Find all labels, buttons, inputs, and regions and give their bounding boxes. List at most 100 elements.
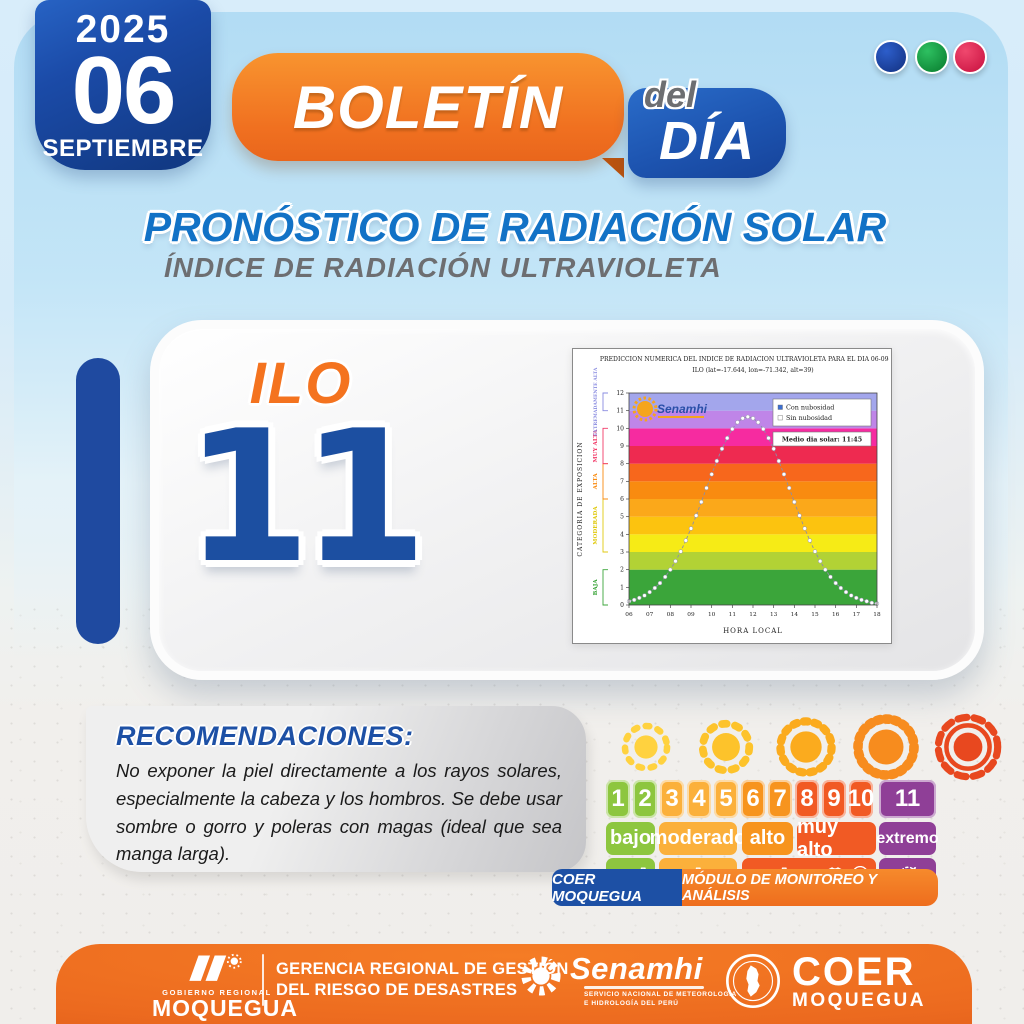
- uv-number-chip: 2: [633, 780, 657, 818]
- uv-level-label: moderado: [650, 822, 746, 855]
- station-name: ILO: [249, 351, 353, 416]
- svg-text:9: 9: [620, 443, 624, 450]
- svg-text:2: 2: [620, 567, 624, 574]
- svg-text:MODERADA: MODERADA: [593, 506, 599, 545]
- svg-text:4: 4: [620, 531, 624, 538]
- svg-text:7: 7: [620, 478, 624, 485]
- svg-text:08: 08: [667, 612, 675, 618]
- svg-text:18: 18: [873, 612, 881, 618]
- svg-text:MUY ALTA: MUY ALTA: [593, 429, 599, 463]
- uv-number-chip: 8: [795, 780, 819, 818]
- svg-text:PREDICCION NUMERICA DEL INDICE: PREDICCION NUMERICA DEL INDICE DE RADIAC…: [600, 356, 889, 363]
- svg-text:Medio dia solar: 11:45: Medio dia solar: 11:45: [782, 436, 862, 444]
- accent-bar: [76, 358, 120, 644]
- footer-bar: GOBIERNO REGIONAL MOQUEGUA GERENCIA REGI…: [56, 944, 972, 1024]
- boletin-title: BOLETÍN: [292, 73, 564, 141]
- decor-dot-green-icon: [915, 40, 949, 74]
- uv-number-chip: 7: [768, 780, 792, 818]
- senamhi-name-label: Senamhi: [570, 951, 703, 986]
- svg-text:07: 07: [646, 612, 654, 618]
- page-title: PRONÓSTICO DE RADIACIÓN SOLAR: [143, 204, 887, 250]
- svg-text:ALTA: ALTA: [593, 473, 599, 491]
- svg-text:11: 11: [729, 612, 736, 618]
- svg-text:10: 10: [616, 425, 624, 432]
- senamhi-sub-label: SERVICIO NACIONAL DE METEOROLOGÍA E HIDR…: [584, 991, 737, 1009]
- svg-text:06: 06: [625, 612, 633, 618]
- uv-index-value: 11: [184, 391, 427, 603]
- svg-text:8: 8: [620, 461, 624, 468]
- svg-text:13: 13: [770, 612, 778, 618]
- recommendations-body: No exponer la piel directamente a los ra…: [116, 760, 562, 865]
- senamhi-sub-line2: E HIDROLOGÍA DEL PERÚ: [584, 999, 679, 1007]
- svg-text:BAJA: BAJA: [593, 579, 599, 596]
- svg-text:1: 1: [620, 584, 624, 591]
- date-month: SEPTIEMBRE: [42, 134, 204, 162]
- page-subtitle: ÍNDICE DE RADIACIÓN ULTRAVIOLETA: [164, 252, 722, 283]
- svg-text:14: 14: [791, 612, 799, 618]
- svg-text:0: 0: [620, 602, 624, 609]
- uv-level-label: extremo: [876, 822, 939, 855]
- svg-text:3: 3: [620, 549, 624, 556]
- svg-text:12: 12: [616, 390, 624, 397]
- coer-sub-label: MOQUEGUA: [792, 989, 926, 1011]
- uv-level-label: alto: [742, 822, 793, 855]
- svg-text:16: 16: [832, 612, 840, 618]
- uv-sun-very-high-icon: [846, 714, 926, 780]
- date-badge: 2025 06 SEPTIEMBRE: [35, 0, 211, 170]
- senamhi-sub-line1: SERVICIO NACIONAL DE METEOROLOGÍA: [584, 991, 737, 998]
- svg-text:15: 15: [811, 612, 819, 618]
- gerencia-line1: GERENCIA REGIONAL DE GESTIÓN: [276, 960, 569, 978]
- senamhi-logo: Senamhi SERVICIO NACIONAL DE METEOROLOGÍ…: [518, 953, 737, 1009]
- dia-label: DÍA: [659, 111, 755, 172]
- svg-text:12: 12: [749, 612, 757, 618]
- svg-text:09: 09: [687, 612, 695, 618]
- svg-text:5: 5: [620, 514, 624, 521]
- svg-text:17: 17: [853, 612, 861, 618]
- gerencia-line2: DEL RIESGO DE DESASTRES: [276, 981, 518, 1000]
- date-year: 2025: [75, 8, 171, 51]
- svg-text:10: 10: [708, 612, 716, 618]
- monitor-badge-coer: COER MOQUEGUA: [552, 869, 682, 906]
- senamhi-sun-icon: [521, 956, 561, 996]
- svg-text:11: 11: [616, 408, 624, 415]
- monitor-badge-module: MÓDULO DE MONITOREO Y ANÁLISIS: [682, 869, 938, 906]
- uv-level-label: muy alto: [797, 816, 876, 861]
- recommendations-panel: RECOMENDACIONES: No exponer la piel dire…: [86, 706, 586, 872]
- uv-sun-high-icon: [766, 714, 846, 780]
- uv-number-chip: 5: [714, 780, 738, 818]
- footer-divider: [262, 954, 264, 1006]
- uv-sun-extreme-icon: [928, 713, 1008, 781]
- coer-name-label: COER: [792, 949, 916, 994]
- uv-number-chip: 1: [606, 780, 630, 818]
- uv-number-chip: 11: [879, 780, 936, 818]
- gore-name-label: MOQUEGUA: [152, 995, 298, 1021]
- dia-badge: DÍA: [628, 88, 786, 178]
- uv-number-chip: 6: [741, 780, 765, 818]
- decor-dot-red-icon: [953, 40, 987, 74]
- svg-text:EXTREMADAMENTE ALTA: EXTREMADAMENTE ALTA: [593, 367, 599, 436]
- svg-text:6: 6: [620, 496, 624, 503]
- svg-text:CATEGORIA DE EXPOSICION: CATEGORIA DE EXPOSICION: [577, 441, 584, 556]
- del-label: del: [644, 74, 697, 115]
- svg-text:HORA LOCAL: HORA LOCAL: [723, 627, 783, 635]
- uv-number-chip: 9: [822, 780, 846, 818]
- svg-text:Senamhi: Senamhi: [657, 402, 708, 416]
- uv-forecast-chart: PREDICCION NUMERICA DEL INDICE DE RADIAC…: [572, 348, 906, 644]
- senamhi-rule: [584, 986, 704, 989]
- boletin-banner: BOLETÍN: [232, 53, 624, 161]
- uv-number-chip: 10: [848, 780, 874, 818]
- gore-mountains-icon: [189, 953, 242, 981]
- recommendations-title: RECOMENDACIONES:: [116, 721, 414, 751]
- decor-dot-blue-icon: [874, 40, 908, 74]
- gore-top-label: GOBIERNO REGIONAL: [162, 988, 272, 997]
- svg-text:Sin nubosidad: Sin nubosidad: [786, 414, 832, 422]
- coer-seal-icon: [726, 954, 780, 1008]
- uv-number-chip: 3: [660, 780, 684, 818]
- svg-text:ILO (lat=-17.644, lon=-71.342,: ILO (lat=-17.644, lon=-71.342, alt=39): [692, 367, 813, 374]
- coer-logo: COER MOQUEGUA: [724, 952, 926, 1010]
- uv-level-label: bajo: [606, 822, 655, 855]
- svg-text:Con nubosidad: Con nubosidad: [786, 404, 834, 412]
- gore-moquegua-logo: GOBIERNO REGIONAL MOQUEGUA: [152, 952, 298, 1021]
- gerencia-label: GERENCIA REGIONAL DE GESTIÓN DEL RIESGO …: [276, 959, 569, 1002]
